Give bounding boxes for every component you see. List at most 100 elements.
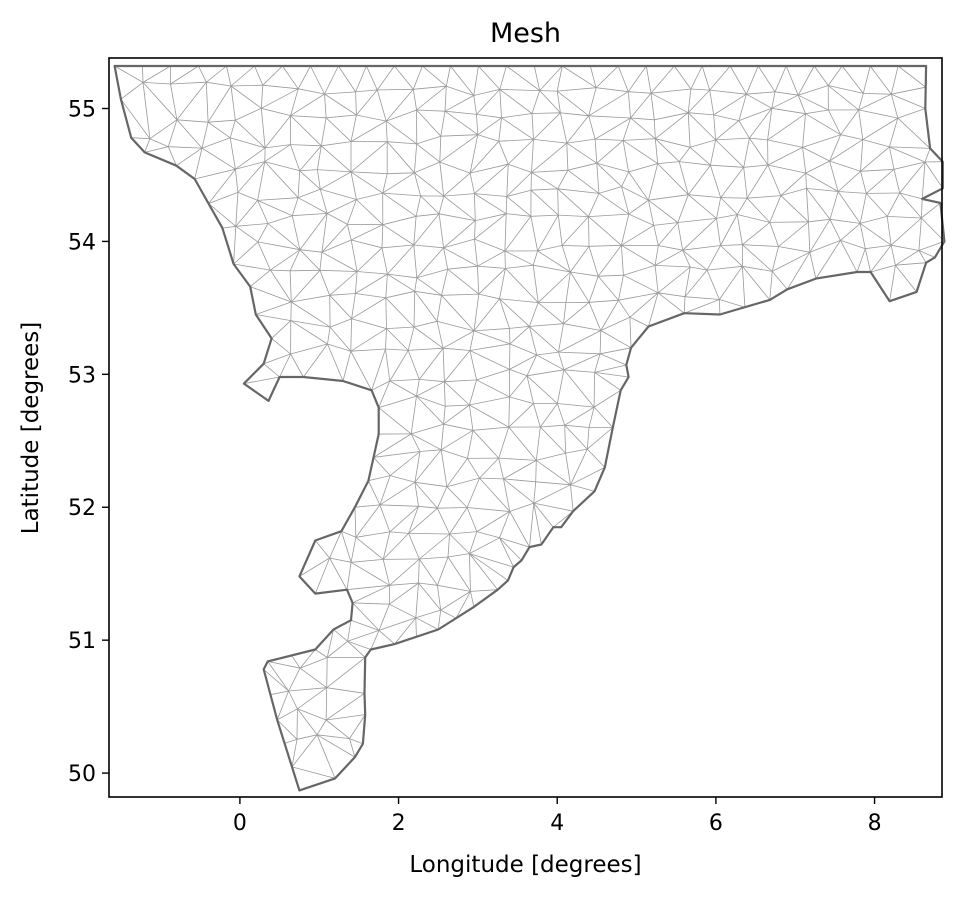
- mesh-edge: [650, 93, 655, 120]
- mesh-edge: [829, 219, 841, 241]
- mesh-edge: [386, 109, 417, 122]
- mesh-edge: [689, 146, 711, 166]
- mesh-edge: [277, 708, 298, 721]
- mesh-edge: [368, 480, 381, 506]
- mesh-edge: [233, 263, 271, 271]
- mesh-edge: [208, 168, 236, 204]
- mesh-edge: [594, 364, 627, 373]
- mesh-edge: [771, 91, 776, 109]
- mesh-edge: [924, 161, 944, 189]
- mesh-edge: [382, 192, 417, 217]
- mesh-edge: [446, 458, 468, 487]
- mesh-edge: [509, 326, 530, 329]
- mesh-edge: [654, 245, 659, 266]
- mesh-edge: [371, 348, 386, 391]
- mesh-edge: [469, 553, 509, 581]
- mesh-edge: [679, 161, 711, 166]
- mesh-edge: [469, 553, 471, 592]
- mesh-edge: [829, 191, 839, 220]
- mesh-edge: [535, 460, 537, 482]
- mesh-edge: [743, 167, 748, 199]
- mesh-edge: [416, 143, 441, 163]
- mesh-edge: [437, 585, 442, 611]
- mesh-edge: [890, 94, 899, 119]
- mesh-edge: [499, 298, 530, 327]
- mesh-edge: [437, 486, 448, 509]
- mesh-edge: [233, 241, 259, 265]
- mesh-edge: [526, 375, 534, 404]
- mesh-edge: [648, 292, 659, 327]
- mesh-edge: [418, 558, 420, 584]
- mesh-edge: [499, 537, 514, 568]
- mesh-edge: [437, 610, 442, 630]
- mesh-edge: [539, 90, 561, 114]
- mesh-edge: [498, 457, 537, 461]
- mesh-edge: [386, 141, 415, 174]
- mesh-edge: [557, 369, 565, 404]
- mesh-edge: [290, 115, 322, 147]
- mesh-edge: [356, 199, 384, 225]
- mesh-edge: [350, 120, 387, 142]
- mesh-edge: [828, 109, 842, 135]
- mesh-edge: [441, 293, 479, 296]
- mesh-edge: [408, 506, 419, 534]
- mesh-edge: [887, 216, 922, 219]
- mesh-edge: [206, 81, 232, 87]
- mesh-edge: [441, 449, 468, 459]
- mesh-edge: [382, 224, 415, 246]
- mesh-edge: [772, 251, 810, 272]
- mesh-edge: [469, 350, 477, 380]
- mesh-edge: [688, 112, 714, 116]
- mesh-edge: [350, 171, 388, 175]
- mesh-edge: [841, 65, 864, 94]
- mesh-edge: [249, 269, 271, 287]
- mesh-edge: [329, 295, 352, 319]
- mesh-edge: [321, 224, 348, 253]
- mesh-edge: [808, 218, 831, 223]
- mesh-edge: [351, 318, 387, 329]
- mesh-edge: [327, 343, 344, 382]
- mesh-edge: [533, 484, 571, 504]
- mesh-edge: [260, 85, 264, 109]
- mesh-edge: [325, 719, 350, 739]
- mesh-edge: [860, 171, 867, 194]
- mesh-edge: [499, 298, 510, 329]
- mesh-edge: [299, 557, 330, 577]
- mesh-edge: [443, 220, 476, 249]
- mesh-edge: [688, 194, 717, 219]
- mesh-edge: [476, 114, 479, 135]
- mesh-edge: [324, 91, 356, 95]
- mesh-edge: [414, 451, 421, 483]
- mesh-edge: [687, 89, 710, 113]
- mesh-edge: [630, 117, 656, 140]
- mesh-edge: [230, 65, 255, 87]
- mesh-edge: [889, 265, 896, 302]
- mesh-edge: [222, 225, 236, 229]
- mesh-edge: [389, 558, 420, 586]
- mesh-edge: [382, 531, 391, 560]
- mesh-edge: [257, 200, 293, 217]
- mesh-edge: [563, 353, 601, 371]
- mesh-edge: [474, 193, 476, 221]
- mesh-edge: [627, 65, 647, 92]
- mesh-edge: [657, 266, 691, 294]
- mesh-edge: [194, 168, 236, 180]
- mesh-edge: [654, 138, 659, 164]
- mesh-edge: [350, 171, 357, 200]
- mesh-edge: [379, 504, 391, 533]
- mesh-edge: [229, 120, 236, 138]
- mesh-edge: [114, 65, 144, 83]
- mesh-edge: [474, 163, 509, 194]
- mesh-edge: [326, 199, 357, 214]
- mesh-edge: [897, 117, 931, 149]
- mesh-edge: [895, 264, 917, 293]
- mesh-edge: [479, 477, 511, 512]
- mesh-edge: [526, 369, 564, 377]
- mesh-edge: [368, 475, 391, 482]
- mesh-edge: [267, 661, 301, 669]
- mesh-edge: [598, 274, 624, 277]
- mesh-edge: [440, 609, 457, 619]
- mesh-edge: [499, 537, 530, 548]
- mesh-edge: [260, 108, 266, 148]
- mesh-edge: [349, 714, 366, 739]
